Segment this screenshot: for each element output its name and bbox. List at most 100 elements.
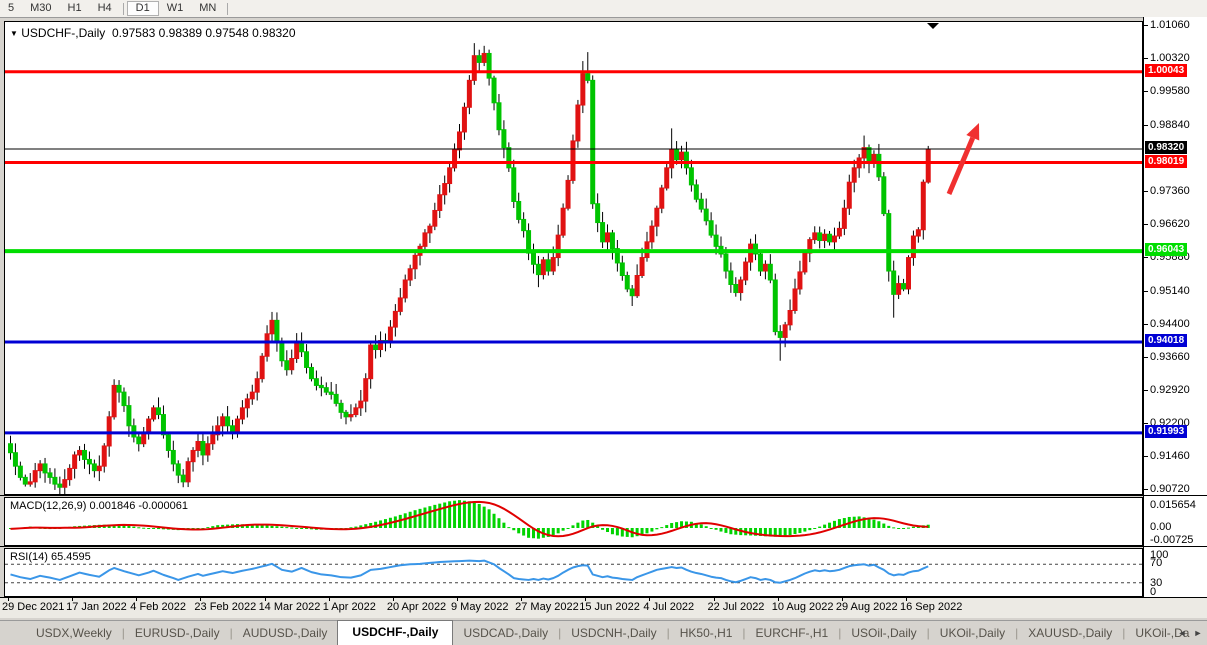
date-tick-mark (200, 597, 202, 601)
rsi-line (10, 559, 929, 584)
date-label: 22 Jul 2022 (707, 601, 765, 613)
date-label: 27 May 2022 (515, 601, 579, 613)
price-tick-mark (1144, 124, 1148, 126)
tab-separator: | (121, 626, 125, 640)
price-tick-mark (1144, 455, 1148, 457)
price-tick-mark (1144, 91, 1148, 93)
date-tick-mark (456, 597, 458, 601)
rsi-canvas[interactable] (5, 549, 1142, 596)
tab-usoil-daily[interactable]: USOil-,Daily (851, 626, 917, 640)
tab-usdcnh-daily[interactable]: USDCNH-,Daily (571, 626, 657, 640)
price-tick-label: 0.94400 (1150, 317, 1190, 330)
price-tick-mark (1144, 290, 1148, 292)
date-label: 10 Aug 2022 (771, 601, 834, 613)
date-tick-mark (649, 597, 651, 601)
quote-high: 0.98389 (158, 26, 203, 40)
tab-separator: | (838, 626, 842, 640)
timeframe-button-m30[interactable]: M30 (30, 2, 52, 14)
price-tick-label: 0.93660 (1150, 351, 1190, 364)
date-label: 14 Mar 2022 (258, 601, 321, 613)
date-tick-mark (777, 597, 779, 601)
macd-label: MACD(12,26,9) 0.001846 -0.000061 (10, 500, 188, 512)
date-tick-mark (72, 597, 74, 601)
toolbar-separator (122, 2, 124, 15)
date-tick-mark (328, 597, 330, 601)
chart-shift-marker-icon (927, 23, 939, 29)
date-tick-mark (136, 597, 138, 601)
tab-scroll-arrows: ◄ ► (1175, 626, 1205, 641)
date-tick-mark (585, 597, 587, 601)
price-tick-mark (1144, 323, 1148, 325)
timeframe-button-d1[interactable]: D1 (126, 1, 159, 16)
tab-hk50-h1[interactable]: HK50-,H1 (679, 626, 733, 640)
rsi-axis-label: 100 (1150, 549, 1169, 561)
price-badge-0.98019: 0.98019 (1145, 154, 1188, 168)
tab-audusd-daily[interactable]: AUDUSD-,Daily (242, 626, 328, 640)
tab-eurchf-h1[interactable]: EURCHF-,H1 (755, 626, 829, 640)
price-tick-label: 1.00320 (1150, 52, 1190, 65)
price-tick-mark (1144, 257, 1148, 259)
price-tick-label: 0.97360 (1150, 185, 1190, 198)
macd-canvas[interactable] (5, 498, 1142, 545)
time-axis: 29 Dec 2021 17 Jan 2022 4 Feb 2022 23 Feb 2… (0, 597, 1207, 618)
price-tick-label: 0.99580 (1150, 85, 1190, 98)
price-tick-label: 0.98840 (1150, 118, 1190, 131)
price-badge-0.91993: 0.91993 (1145, 424, 1188, 438)
macd-pane: MACD(12,26,9) 0.001846 -0.000061 (4, 497, 1143, 546)
timeframe-button-mn[interactable]: MN (199, 2, 217, 14)
date-tick-mark (521, 597, 523, 601)
tab-separator: | (742, 626, 746, 640)
chart-canvas[interactable] (5, 22, 1142, 494)
tab-ukoil-da[interactable]: UKOil-,Da (1135, 626, 1190, 640)
date-label: 29 Dec 2021 (2, 601, 65, 613)
pane-separator (0, 546, 1207, 547)
date-label: 29 Aug 2022 (835, 601, 898, 613)
rsi-pane: RSI(14) 65.4595 (4, 548, 1143, 597)
tab-ukoil-daily[interactable]: UKOil-,Daily (939, 626, 1006, 640)
date-tick-mark (392, 597, 394, 601)
tab-usdx-weekly[interactable]: USDX,Weekly (36, 626, 112, 640)
tab-eurusd-daily[interactable]: EURUSD-,Daily (134, 626, 220, 640)
pane-separator (0, 495, 1207, 496)
date-tick-mark (905, 597, 907, 601)
price-axis: 1.01060 1.00320 0.99580 0.98840 0.97360 0.966… (1143, 17, 1207, 598)
price-tick-mark (1144, 224, 1148, 226)
rsi-axis-label: 0 (1150, 586, 1157, 598)
macd-signal-line (10, 500, 929, 538)
candlesticks (8, 43, 931, 494)
timeframe-toolbar: 5 M30 H1 H4 D1 W1 MN (0, 0, 1207, 18)
timeframe-button-h1[interactable]: H1 (67, 2, 82, 14)
tabs-scroll-left-button[interactable]: ◄ (1177, 628, 1187, 638)
date-label: 23 Feb 2022 (194, 601, 257, 613)
tab-xauusd-daily[interactable]: XAUUSD-,Daily (1028, 626, 1113, 640)
date-label: 9 May 2022 (450, 601, 509, 613)
tab-separator: | (926, 626, 930, 640)
price-tick-mark (1144, 357, 1148, 359)
timeframe-button-w1[interactable]: W1 (166, 2, 184, 14)
tab-separator: | (558, 626, 562, 640)
price-tick-mark (1144, 488, 1148, 490)
price-tick-mark (1144, 191, 1148, 193)
date-tick-mark (264, 597, 266, 601)
tabs-scroll-right-button[interactable]: ► (1193, 628, 1203, 638)
price-tick-label: 0.92920 (1150, 384, 1190, 397)
date-label: 4 Jul 2022 (643, 601, 695, 613)
date-label: 16 Sep 2022 (899, 601, 963, 613)
timeframe-button-h4[interactable]: H4 (97, 2, 112, 14)
price-badge-0.98320: 0.98320 (1145, 141, 1188, 154)
price-tick-label: 0.95140 (1150, 284, 1190, 297)
price-tick-label: 1.01060 (1150, 19, 1190, 32)
price-tick-label: 0.96620 (1150, 218, 1190, 231)
macd-axis-label: 0.00 (1150, 521, 1172, 533)
trend-arrow-annotation[interactable] (946, 123, 980, 195)
quote-low: 0.97548 (205, 26, 249, 40)
macd-axis-label: 0.015654 (1150, 499, 1196, 511)
date-tick-mark (841, 597, 843, 601)
timeframe-button-5[interactable]: 5 (8, 2, 15, 14)
price-tick-mark (1144, 25, 1148, 27)
rsi-axis-label: 30 (1150, 577, 1163, 589)
tab-usdchf-daily[interactable]: USDCHF-,Daily (337, 620, 454, 645)
tab-usdcad-daily[interactable]: USDCAD-,Daily (463, 626, 549, 640)
tab-separator: | (229, 626, 233, 640)
